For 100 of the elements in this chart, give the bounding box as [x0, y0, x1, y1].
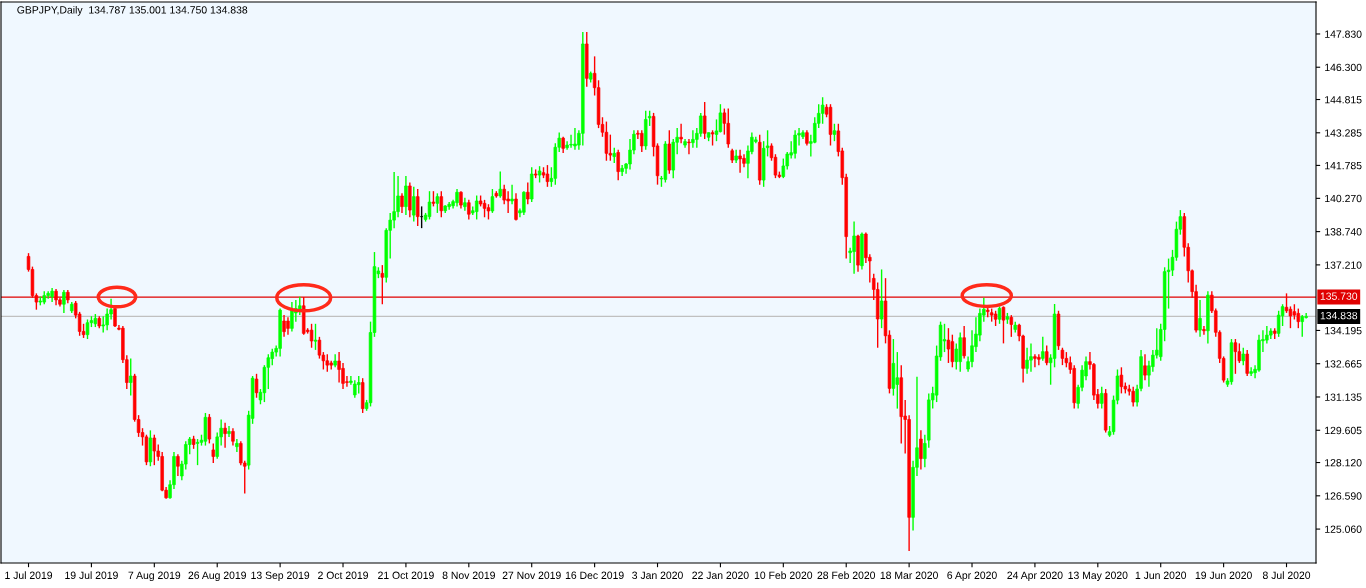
candlestick: [545, 164, 550, 188]
candlestick: [1044, 344, 1049, 366]
candlestick: [1001, 305, 1006, 345]
candlestick: [313, 323, 318, 351]
y-tick-label: 126.590: [1325, 492, 1362, 500]
candlestick: [962, 325, 966, 360]
candlestick: [514, 192, 518, 222]
x-tick-label: 13 May 2020: [1068, 571, 1128, 582]
candlestick: [211, 442, 216, 464]
candlestick: [946, 327, 951, 364]
candlestick: [510, 183, 514, 205]
x-tick-label: 21 Oct 2019: [378, 571, 434, 579]
candlestick: [227, 425, 231, 438]
candlestick: [85, 318, 90, 340]
candlestick: [640, 129, 644, 153]
x-tick-label: 22 Jan 2020: [692, 571, 749, 579]
candlestick: [573, 127, 577, 151]
x-tick-label: 3 Jan 2020: [632, 571, 683, 579]
candlestick: [203, 412, 208, 447]
ref-line-label: 134.838: [1320, 311, 1358, 320]
y-tick-label: 134.195: [1325, 326, 1362, 335]
y-tick-label: 125.060: [1325, 525, 1362, 533]
candlestick: [1100, 386, 1104, 410]
y-tick-label: 141.785: [1325, 161, 1362, 170]
candlestick: [148, 429, 153, 467]
candlestick: [447, 201, 451, 211]
candlestick: [919, 429, 923, 471]
candlestick: [1296, 307, 1301, 329]
x-tick-label: 26 Aug 2019: [188, 571, 246, 582]
candlestick: [412, 186, 416, 223]
candlestick: [1198, 299, 1202, 338]
x-tick-label: 19 Jun 2020: [1195, 571, 1252, 579]
candlestick: [415, 188, 420, 227]
y-tick-label: 143.285: [1325, 129, 1362, 137]
candlestick: [498, 170, 502, 199]
candlestick: [1029, 342, 1033, 373]
x-tick-label: 16 Dec 2019: [565, 571, 624, 579]
candlestick: [317, 336, 322, 360]
y-tick-label: 137.210: [1325, 261, 1362, 269]
x-tick-label: 7 Aug 2019: [128, 571, 181, 582]
x-tick-label: 24 Apr 2020: [1007, 571, 1063, 582]
x-tick-label: 27 Nov 2019: [502, 571, 561, 579]
candlestick: [1131, 386, 1135, 408]
candlestick: [400, 192, 404, 214]
y-tick-label: 144.815: [1325, 96, 1362, 104]
y-tick-label: 146.300: [1325, 63, 1362, 72]
candlestick: [207, 413, 212, 445]
candlestick: [820, 96, 825, 125]
x-tick-label: 18 Mar 2020: [880, 571, 938, 579]
candlestick: [467, 199, 471, 221]
candlestick: [522, 190, 526, 216]
candlestick: [895, 351, 900, 410]
candlestick: [726, 107, 731, 149]
candlestick: [616, 149, 620, 181]
candlestick: [254, 373, 259, 399]
candlestick: [129, 357, 133, 397]
candlestick: [290, 301, 294, 333]
y-tick-label: 128.120: [1325, 459, 1362, 467]
candlestick: [223, 422, 227, 449]
candlestick: [309, 323, 314, 349]
candlestick: [1119, 366, 1124, 395]
candlestick: [1041, 336, 1045, 362]
candlestick: [46, 290, 50, 300]
x-tick-label: 10 Feb 2020: [754, 571, 813, 579]
candlestick: [852, 220, 856, 275]
candlestick: [958, 331, 962, 373]
x-tick-label: 1 Jun 2020: [1135, 571, 1187, 579]
x-tick-label: 1 Jul 2019: [5, 571, 53, 579]
candlestick: [604, 120, 609, 162]
candlestick: [691, 129, 695, 149]
candlestick: [62, 289, 66, 314]
candlestick: [282, 314, 286, 338]
candlestick: [1233, 338, 1238, 375]
ref-line-label: 135.730: [1320, 292, 1358, 300]
x-tick-label: 19 Jul 2019: [65, 571, 118, 579]
y-tick-label: 147.830: [1325, 30, 1362, 38]
candlestick: [490, 188, 495, 214]
candlestick: [1033, 353, 1037, 368]
candlestick: [879, 268, 884, 329]
candlestick: [738, 149, 742, 174]
candlestick: [435, 192, 440, 214]
x-tick-label: 2 Oct 2019: [318, 571, 369, 579]
candlestick: [404, 175, 408, 216]
candlestick: [1249, 366, 1253, 377]
candlestick: [1245, 349, 1249, 377]
candlestick: [793, 129, 797, 160]
candlestick: [380, 264, 385, 305]
candlestick: [1300, 314, 1304, 338]
candlestick: [569, 133, 573, 149]
candlestick: [1025, 347, 1029, 375]
x-tick-label: 8 Nov 2019: [442, 571, 495, 579]
y-tick-label: 129.605: [1325, 426, 1362, 435]
candlestick: [176, 453, 180, 477]
candlestick: [427, 190, 432, 221]
candlestick: [1037, 353, 1041, 366]
y-tick-label: 138.740: [1325, 228, 1362, 236]
candlestick: [1143, 353, 1147, 382]
candlestick: [679, 123, 683, 145]
candlestick: [1202, 325, 1206, 336]
candlestick: [687, 138, 691, 155]
